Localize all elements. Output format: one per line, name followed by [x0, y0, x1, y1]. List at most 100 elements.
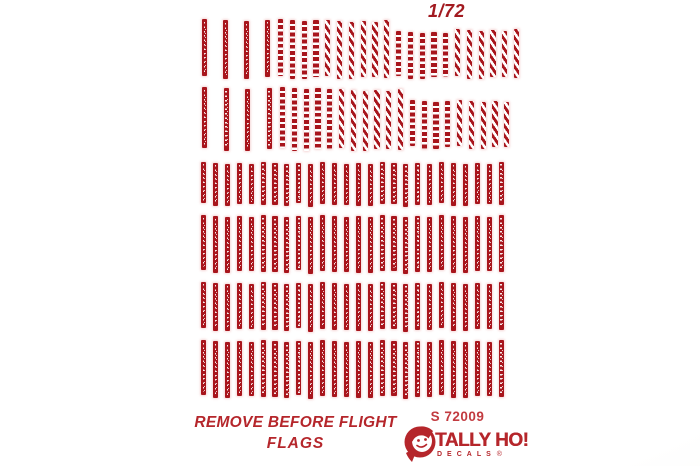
- decal-strip: [320, 282, 326, 330]
- decal-strip: [296, 340, 302, 396]
- decal-strip: [236, 162, 242, 205]
- decal-strip: [289, 20, 295, 80]
- decal-strip: [433, 102, 439, 150]
- decal-strip: [462, 284, 468, 332]
- decal-strip: [296, 162, 302, 204]
- decal-strip: [320, 162, 326, 205]
- decal-strip: [379, 282, 385, 329]
- decal-strip: [236, 215, 242, 272]
- decal-strip: [284, 164, 290, 206]
- decal-strip: [396, 31, 402, 76]
- decal-strip: [272, 163, 278, 206]
- decal-strip: [325, 20, 331, 76]
- decal-strip: [362, 91, 368, 152]
- decal-strip: [201, 340, 207, 395]
- decal-strip: [457, 100, 463, 146]
- decal-strip: [313, 19, 319, 78]
- sheet-title: REMOVE BEFORE FLIGHT FLAGS: [168, 413, 423, 455]
- decal-strip: [202, 19, 208, 76]
- brand-text: TALLY HO! DECALS ®: [435, 425, 529, 458]
- decal-strip: [462, 217, 468, 274]
- decal-strip: [415, 215, 421, 272]
- decal-strip: [296, 215, 302, 271]
- decal-strip: [296, 282, 302, 329]
- decal-strip: [260, 282, 266, 331]
- decal-strip: [248, 283, 254, 330]
- decal-strip: [278, 19, 284, 76]
- decal-strip: [212, 283, 219, 332]
- scale-label: 1/72: [428, 1, 466, 21]
- decal-strip: [403, 217, 409, 275]
- decal-strip: [272, 341, 278, 398]
- decal-strip: [439, 215, 445, 270]
- decal-strip: [212, 163, 219, 207]
- decal-strip: [308, 163, 314, 207]
- decal-strip: [260, 340, 266, 398]
- decal-strip: [272, 283, 278, 331]
- decal-strip: [427, 341, 433, 398]
- decal-strip: [492, 100, 498, 148]
- decal-strip: [372, 21, 378, 78]
- decal-strip: [480, 102, 486, 150]
- decal-strip: [308, 216, 314, 274]
- product-code: S 72009: [430, 409, 485, 424]
- decal-strip: [419, 33, 425, 80]
- decal-strip: [478, 31, 484, 80]
- decal-strip: [331, 283, 338, 330]
- decal-strip: [331, 216, 338, 272]
- decal-strip: [474, 340, 480, 397]
- decal-strip: [427, 216, 433, 273]
- decal-strip: [212, 341, 219, 399]
- registered-mark: ®: [496, 451, 502, 458]
- decal-strip: [439, 340, 445, 395]
- decal-strip: [355, 340, 361, 398]
- decal-strip: [427, 163, 433, 206]
- decal-strip: [498, 340, 504, 398]
- decal-strip: [445, 100, 451, 148]
- decal-strip: [343, 342, 349, 397]
- decal-strip: [315, 87, 321, 150]
- decal-strip: [280, 87, 286, 148]
- decal-strip: [272, 216, 278, 273]
- decal-strip: [498, 282, 504, 331]
- decal-strip: [502, 30, 508, 78]
- decal-strip: [331, 341, 338, 397]
- decal-strip: [244, 21, 250, 80]
- pilot-face-icon: [404, 426, 436, 462]
- decal-strip: [343, 217, 349, 272]
- decal-strip: [320, 215, 326, 272]
- decal-strip: [450, 163, 457, 207]
- brand-subrow: DECALS ®: [437, 451, 502, 458]
- decal-strip: [398, 89, 404, 151]
- decal-strip: [367, 216, 373, 273]
- decal-strip: [266, 87, 272, 150]
- decal-strip: [427, 283, 433, 331]
- decal-strip: [343, 284, 349, 330]
- decal-strip: [339, 89, 345, 148]
- decal-strip: [498, 215, 504, 273]
- decal-strip: [474, 162, 480, 205]
- decal-strip: [466, 30, 472, 80]
- sheet-title-line1: REMOVE BEFORE FLIGHT: [194, 414, 397, 431]
- decal-strip: [450, 341, 457, 399]
- decal-strip: [443, 32, 449, 78]
- decal-strip: [498, 162, 504, 206]
- decal-strip: [284, 284, 290, 331]
- decal-strip: [236, 282, 242, 330]
- decal-strip: [379, 162, 385, 204]
- decal-strip: [355, 162, 361, 206]
- decal-strip: [236, 340, 242, 397]
- decal-strip: [260, 215, 266, 273]
- decal-strip: [360, 20, 366, 78]
- brand-subtitle: DECALS: [437, 451, 496, 458]
- decal-strip: [248, 216, 254, 272]
- decal-strip: [265, 19, 271, 78]
- decal-strip: [367, 163, 373, 206]
- decal-strip: [391, 163, 397, 204]
- decal-strip: [439, 282, 445, 328]
- decal-strip: [386, 90, 392, 150]
- brand-name: TALLY HO!: [435, 430, 529, 451]
- decal-strip: [202, 87, 208, 148]
- decal-strip: [421, 101, 427, 150]
